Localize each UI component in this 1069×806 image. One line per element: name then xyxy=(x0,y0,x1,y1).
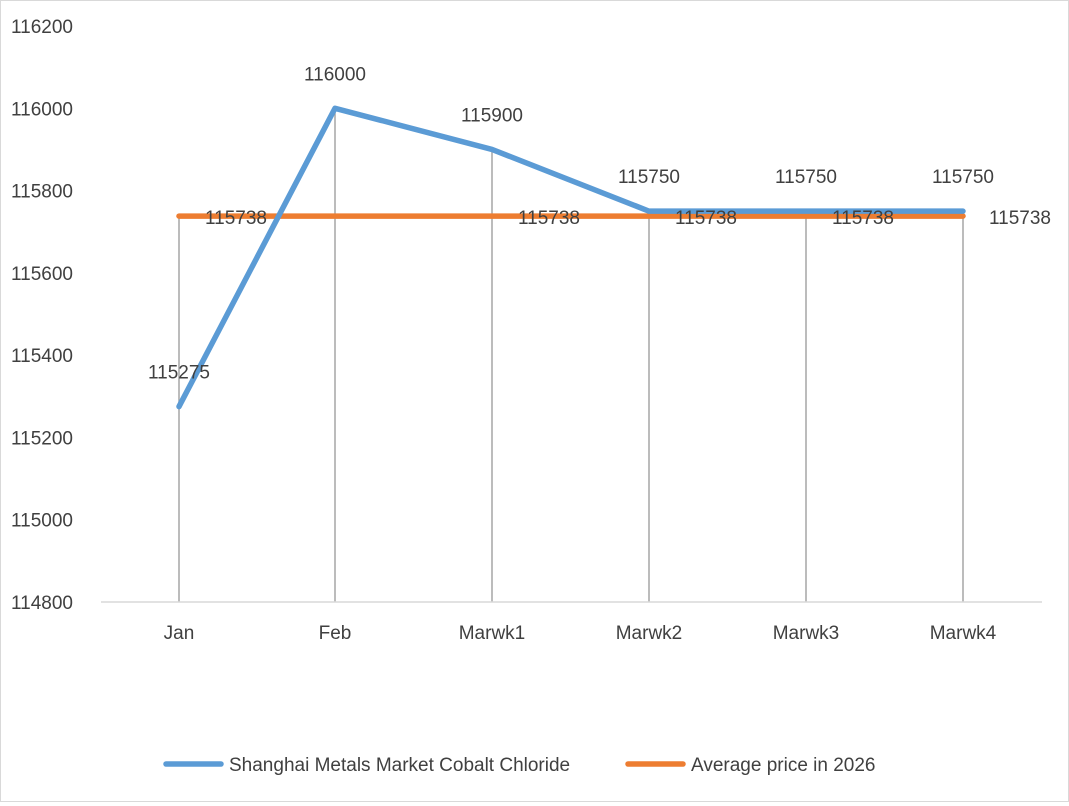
series-line xyxy=(176,105,966,410)
y-tick-label: 116000 xyxy=(11,99,73,120)
y-tick-label: 115200 xyxy=(11,428,73,449)
x-axis: Jan Feb Marwk1 Marwk2 Marwk3 Marwk4 xyxy=(164,623,997,644)
legend-label: Average price in 2026 xyxy=(691,755,876,776)
y-tick-label: 115000 xyxy=(11,511,73,532)
data-label: 115738 xyxy=(518,208,580,229)
y-tick-label: 116200 xyxy=(11,17,73,38)
data-label: 116000 xyxy=(304,64,366,85)
data-label: 115750 xyxy=(932,167,994,188)
legend-label: Shanghai Metals Market Cobalt Chloride xyxy=(229,755,570,776)
x-tick-label: Marwk4 xyxy=(930,623,997,644)
data-label: 115738 xyxy=(989,208,1051,229)
x-tick-label: Marwk1 xyxy=(459,623,526,644)
y-tick-label: 115400 xyxy=(11,346,73,367)
data-label: 115900 xyxy=(461,105,523,126)
y-tick-label: 115800 xyxy=(11,182,73,203)
y-tick-label: 114800 xyxy=(11,593,73,614)
legend: Shanghai Metals Market Cobalt Chloride Av… xyxy=(163,755,876,776)
x-tick-label: Feb xyxy=(319,623,352,644)
series-lines xyxy=(176,105,966,410)
data-label: 115738 xyxy=(832,208,894,229)
data-label: 115275 xyxy=(148,363,210,384)
x-tick-label: Marwk3 xyxy=(773,623,840,644)
data-label: 115750 xyxy=(775,167,837,188)
data-label: 115750 xyxy=(618,167,680,188)
x-tick-label: Marwk2 xyxy=(616,623,683,644)
data-label: 115738 xyxy=(205,208,267,229)
y-axis: 114800 115000 115200 115400 115600 115800 1160… xyxy=(11,17,73,614)
drop-lines xyxy=(178,108,964,602)
data-labels: 115275 116000 115900 115750 115750 115750 1157… xyxy=(148,64,1051,383)
y-tick-label: 115600 xyxy=(11,264,73,285)
data-label: 115738 xyxy=(675,208,737,229)
x-tick-label: Jan xyxy=(164,623,195,644)
